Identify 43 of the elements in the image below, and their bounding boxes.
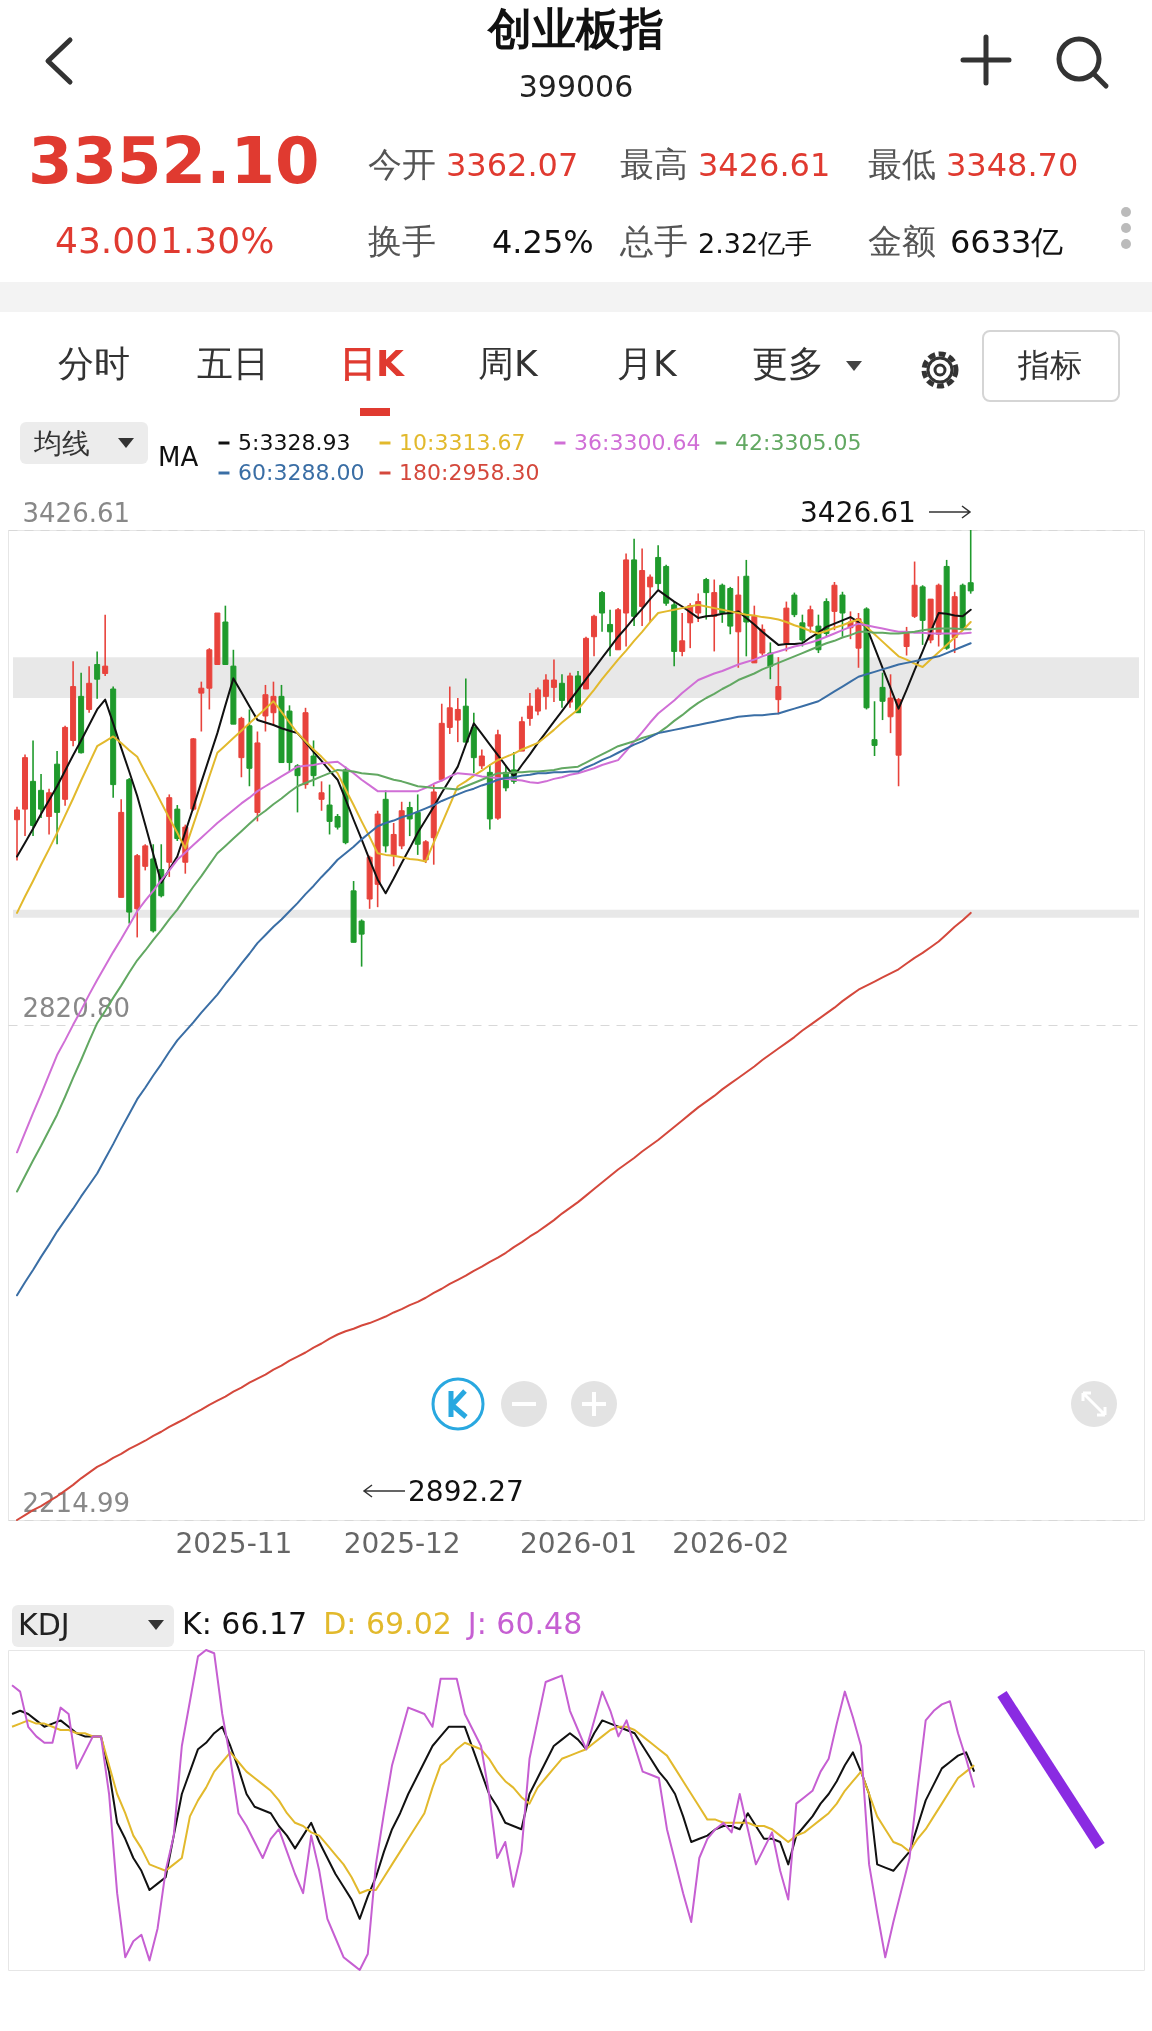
text: 1.30%: [160, 220, 275, 262]
chart-title: 创业板指: [488, 3, 664, 55]
legend-title: MA: [158, 442, 199, 472]
text: 3362.07: [446, 146, 579, 184]
legend-label: 5:3328.93: [238, 430, 351, 455]
text: 43.00: [55, 220, 159, 262]
text: 2.32亿手: [698, 228, 813, 260]
x-tick-label: 2025-12: [343, 1526, 461, 1560]
y-tick-label: 3426.61: [22, 497, 131, 528]
legend-label: 180:2958.30: [399, 460, 540, 485]
text: 6633亿: [950, 223, 1064, 261]
text: 日K: [340, 343, 404, 385]
text: 更多: [752, 343, 824, 385]
text: 3426.61: [698, 146, 831, 184]
x-tick-label: 2025-11: [175, 1526, 293, 1560]
legend-label: 60:3288.00: [238, 460, 365, 485]
text: 今开: [368, 144, 436, 185]
text: 最高: [620, 144, 688, 185]
text: 总手: [620, 221, 688, 262]
x-tick-label: 2026-02: [672, 1526, 790, 1560]
text: 3352.10: [28, 124, 320, 199]
text: 最低: [868, 144, 936, 185]
text: K: 66.17: [182, 1606, 308, 1642]
chart-title: KDJ: [18, 1607, 70, 1643]
text: 换手: [368, 221, 436, 262]
text: 3348.70: [946, 146, 1079, 184]
text: 分时: [58, 343, 130, 385]
text: 均线: [34, 427, 90, 461]
text: 3426.61: [800, 496, 916, 530]
chart-subtitle: 399006: [518, 69, 634, 105]
series-label: J: 60.48: [467, 1606, 583, 1642]
text: 周K: [478, 343, 538, 385]
annotation: 2892.27: [408, 1475, 524, 1509]
text: D: 69.02: [323, 1606, 452, 1642]
legend-label: 10:3313.67: [399, 430, 526, 455]
text: 金额: [868, 221, 936, 262]
legend-label: 36:3300.64: [574, 430, 701, 455]
legend-label: 42:3305.05: [735, 430, 862, 455]
text: 月K: [617, 343, 677, 385]
text: 五日: [197, 343, 269, 385]
text: 4.25%: [492, 223, 594, 261]
x-tick-label: 2026-01: [520, 1526, 637, 1560]
text: 指标: [1018, 346, 1082, 384]
